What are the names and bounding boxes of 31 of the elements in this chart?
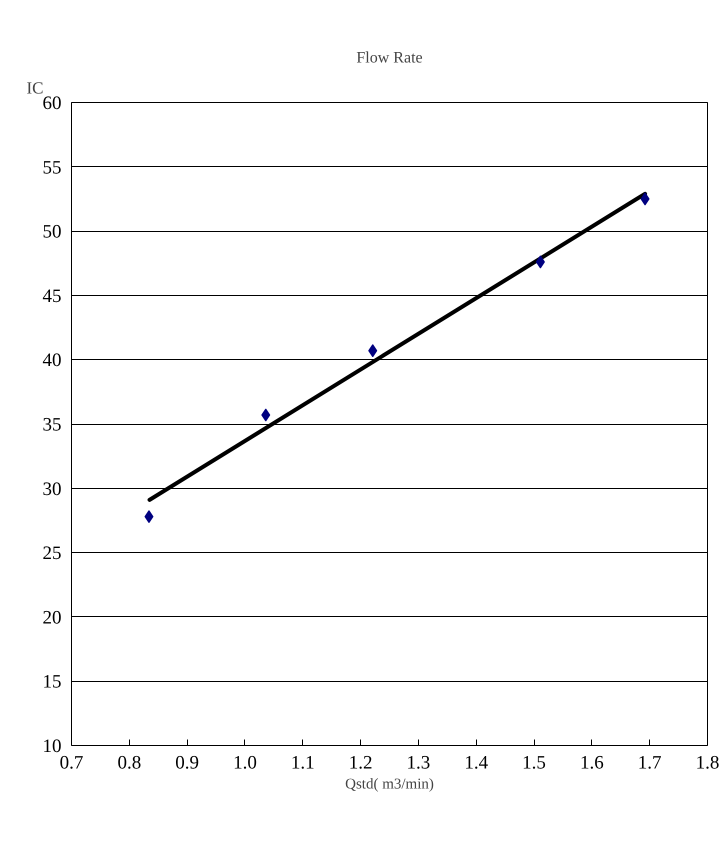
- x-tick-label: 1.4: [464, 752, 489, 774]
- y-tick-label: 25: [42, 543, 62, 564]
- y-tick-label: 50: [42, 222, 62, 243]
- x-tick-label: 1.5: [522, 752, 546, 774]
- y-tick-label: 40: [42, 350, 62, 372]
- point: [368, 344, 378, 358]
- x-tick-label: 1.2: [348, 752, 372, 774]
- y-tick-label: 45: [42, 286, 62, 307]
- y-tick-label: 60: [42, 93, 62, 114]
- point: [640, 192, 650, 206]
- y-tick-label: 30: [42, 478, 62, 500]
- y-tick-label: 35: [42, 414, 62, 436]
- x-tick-label: 1.0: [233, 752, 257, 774]
- y-axis-title: IC: [26, 78, 44, 98]
- point: [144, 510, 154, 524]
- x-tick-label: 1.3: [406, 752, 430, 774]
- y-tick-label: 15: [42, 672, 62, 693]
- y-tick-label: 10: [42, 736, 62, 757]
- x-tick-label: 1.1: [290, 752, 315, 774]
- x-axis-title: Qstd( m3/min): [345, 776, 434, 792]
- x-tick-label: 1.8: [696, 752, 720, 774]
- chart-title: Flow Rate: [356, 50, 423, 66]
- x-tick-label: 0.7: [60, 752, 84, 774]
- y-tick-label: 55: [42, 157, 62, 178]
- y-tick-label: 20: [42, 607, 62, 628]
- point: [261, 408, 270, 422]
- point: [536, 255, 545, 268]
- x-tick-label: 1.6: [580, 752, 604, 774]
- x-tick-label: 0.8: [117, 752, 142, 774]
- x-tick-label: 1.7: [638, 752, 662, 774]
- x-tick-label: 0.9: [175, 752, 200, 774]
